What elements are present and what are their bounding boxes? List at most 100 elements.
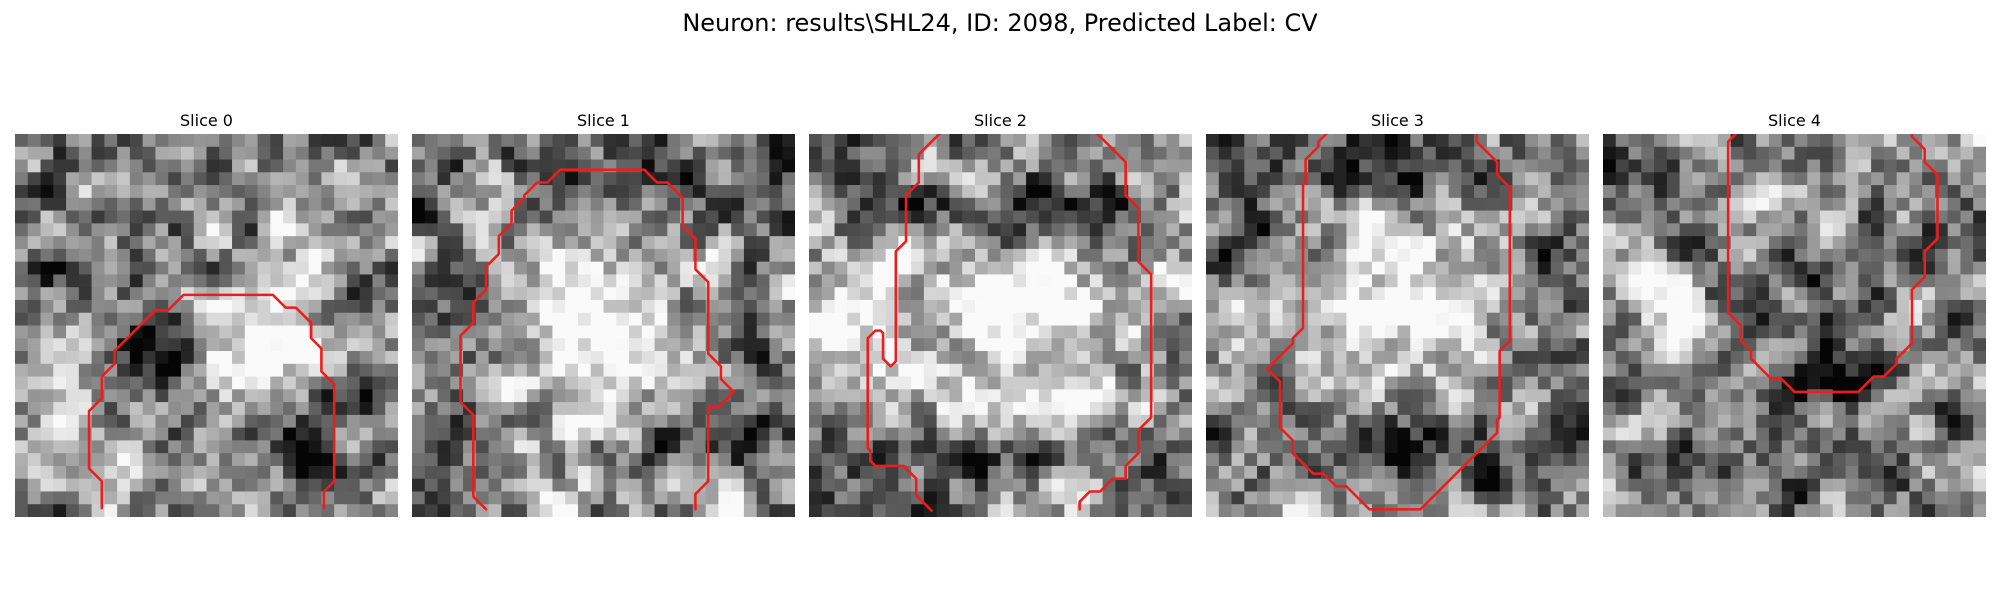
pixel: [117, 172, 130, 185]
pixel: [667, 274, 680, 287]
pixel: [1257, 211, 1270, 224]
pixel: [1960, 326, 1973, 339]
pixel: [809, 428, 822, 441]
pixel: [372, 160, 385, 173]
pixel: [1154, 274, 1167, 287]
pixel: [924, 466, 937, 479]
pixel: [143, 440, 156, 453]
pixel: [616, 300, 629, 313]
pixel: [194, 262, 207, 275]
pixel: [1846, 326, 1859, 339]
pixel: [1244, 389, 1257, 402]
pixel: [130, 415, 143, 428]
pixel: [1935, 313, 1948, 326]
pixel: [1641, 491, 1654, 504]
pixel: [1206, 160, 1219, 173]
pixel: [1283, 211, 1296, 224]
pixel: [450, 185, 463, 198]
pixel: [296, 134, 309, 147]
pixel: [1244, 402, 1257, 415]
pixel: [1487, 313, 1500, 326]
pixel: [514, 440, 527, 453]
pixel: [1308, 211, 1321, 224]
pixel: [1359, 440, 1372, 453]
pixel: [1922, 198, 1935, 211]
pixel: [232, 236, 245, 249]
pixel: [53, 262, 66, 275]
pixel: [181, 491, 194, 504]
pixel: [130, 185, 143, 198]
pixel: [1641, 504, 1654, 517]
pixel: [412, 402, 425, 415]
pixel: [1641, 300, 1654, 313]
pixel: [1616, 313, 1629, 326]
pixel: [1436, 147, 1449, 160]
pixel: [731, 262, 744, 275]
pixel: [1692, 300, 1705, 313]
pixel: [1563, 198, 1576, 211]
pixel: [1973, 402, 1986, 415]
pixel: [1103, 223, 1116, 236]
pixel: [117, 198, 130, 211]
pixel: [438, 147, 451, 160]
pixel: [438, 351, 451, 364]
pixel: [552, 198, 565, 211]
pixel: [1667, 262, 1680, 275]
pixel: [1756, 249, 1769, 262]
pixel: [1013, 491, 1026, 504]
pixel: [782, 338, 795, 351]
pixel: [1039, 504, 1052, 517]
pixel: [207, 185, 220, 198]
pixel: [949, 211, 962, 224]
pixel: [1436, 351, 1449, 364]
pixel: [476, 160, 489, 173]
pixel: [309, 491, 322, 504]
pixel: [1372, 351, 1385, 364]
pixel: [309, 300, 322, 313]
pixel: [476, 466, 489, 479]
pixel: [962, 223, 975, 236]
pixel: [1321, 160, 1334, 173]
pixel: [1858, 185, 1871, 198]
pixel: [1973, 415, 1986, 428]
pixel: [463, 377, 476, 390]
pixel: [1257, 402, 1270, 415]
pixel: [53, 453, 66, 466]
pixel: [1680, 364, 1693, 377]
pixel: [360, 172, 373, 185]
pixel: [1973, 440, 1986, 453]
pixel: [334, 160, 347, 173]
pixel: [1807, 377, 1820, 390]
pixel: [604, 287, 617, 300]
pixel: [1948, 338, 1961, 351]
pixel: [975, 313, 988, 326]
pixel: [1960, 351, 1973, 364]
pixel: [1909, 415, 1922, 428]
pixel: [835, 274, 848, 287]
pixel: [898, 147, 911, 160]
pixel: [1512, 134, 1525, 147]
pixel: [372, 453, 385, 466]
pixel: [847, 453, 860, 466]
pixel: [412, 198, 425, 211]
pixel: [194, 211, 207, 224]
pixel: [245, 326, 258, 339]
pixel: [975, 160, 988, 173]
pixel: [1474, 236, 1487, 249]
pixel: [501, 377, 514, 390]
pixel: [1166, 491, 1179, 504]
pixel: [1654, 504, 1667, 517]
pixel: [591, 479, 604, 492]
pixel: [79, 491, 92, 504]
pixel: [988, 300, 1001, 313]
pixel: [1052, 453, 1065, 466]
pixel: [1769, 326, 1782, 339]
pixel: [642, 440, 655, 453]
pixel: [385, 185, 398, 198]
pixel: [1423, 440, 1436, 453]
pixel: [1077, 479, 1090, 492]
pixel: [860, 287, 873, 300]
pixel: [1090, 185, 1103, 198]
pixel: [245, 364, 258, 377]
pixel: [1077, 223, 1090, 236]
